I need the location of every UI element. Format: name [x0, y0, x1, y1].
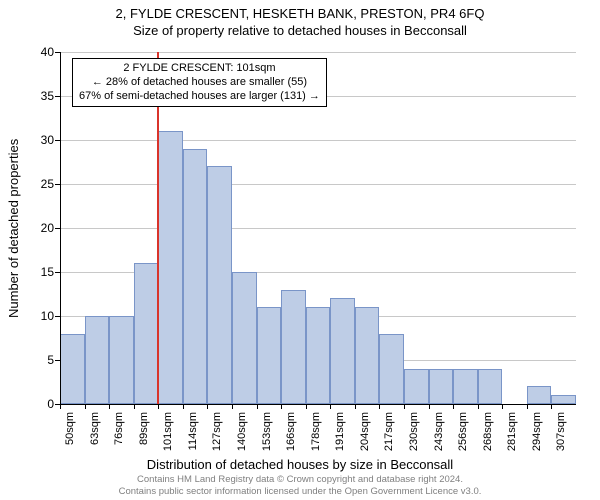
- histogram-bar: [109, 316, 134, 404]
- y-tick-mark: [55, 360, 60, 361]
- x-tick-label: 268sqm: [482, 412, 494, 472]
- x-tick-mark: [355, 404, 356, 409]
- grid-line: [60, 52, 576, 53]
- y-tick-mark: [55, 316, 60, 317]
- y-tick-mark: [55, 140, 60, 141]
- histogram-bar: [158, 131, 183, 404]
- x-tick-mark: [404, 404, 405, 409]
- address-title: 2, FYLDE CRESCENT, HESKETH BANK, PRESTON…: [0, 6, 600, 21]
- histogram-bar: [478, 369, 503, 404]
- title-block: 2, FYLDE CRESCENT, HESKETH BANK, PRESTON…: [0, 0, 600, 38]
- y-tick-label: 10: [14, 309, 54, 323]
- histogram-bar: [281, 290, 306, 404]
- y-tick-label: 40: [14, 45, 54, 59]
- x-tick-label: 178sqm: [310, 412, 322, 472]
- y-tick-mark: [55, 272, 60, 273]
- histogram-bar: [355, 307, 380, 404]
- x-tick-label: 50sqm: [64, 412, 76, 472]
- x-tick-mark: [183, 404, 184, 409]
- grid-line: [60, 184, 576, 185]
- x-tick-mark: [453, 404, 454, 409]
- x-tick-label: 307sqm: [555, 412, 567, 472]
- x-tick-mark: [85, 404, 86, 409]
- x-tick-mark: [109, 404, 110, 409]
- annotation-line: 67% of semi-detached houses are larger (…: [79, 90, 320, 104]
- annotation-line: ← 28% of detached houses are smaller (55…: [79, 76, 320, 90]
- x-axis-line: [60, 404, 576, 405]
- x-tick-label: 294sqm: [531, 412, 543, 472]
- chart-container: 2, FYLDE CRESCENT, HESKETH BANK, PRESTON…: [0, 0, 600, 500]
- histogram-bar: [330, 298, 355, 404]
- x-tick-mark: [306, 404, 307, 409]
- histogram-bar: [453, 369, 478, 404]
- histogram-bar: [257, 307, 282, 404]
- y-axis-line: [60, 52, 61, 404]
- x-tick-label: 281sqm: [506, 412, 518, 472]
- y-tick-mark: [55, 96, 60, 97]
- x-tick-mark: [207, 404, 208, 409]
- y-tick-mark: [55, 228, 60, 229]
- x-tick-mark: [134, 404, 135, 409]
- x-tick-mark: [330, 404, 331, 409]
- x-tick-label: 127sqm: [211, 412, 223, 472]
- x-tick-mark: [478, 404, 479, 409]
- x-tick-label: 217sqm: [383, 412, 395, 472]
- x-tick-label: 166sqm: [285, 412, 297, 472]
- y-tick-mark: [55, 184, 60, 185]
- y-tick-label: 30: [14, 133, 54, 147]
- histogram-bar: [527, 386, 552, 404]
- histogram-bar: [134, 263, 159, 404]
- footer: Contains HM Land Registry data © Crown c…: [0, 474, 600, 498]
- y-tick-label: 25: [14, 177, 54, 191]
- footer-line-1: Contains HM Land Registry data © Crown c…: [0, 474, 600, 486]
- x-tick-label: 114sqm: [187, 412, 199, 472]
- y-tick-label: 35: [14, 89, 54, 103]
- y-tick-label: 5: [14, 353, 54, 367]
- x-tick-label: 76sqm: [113, 412, 125, 472]
- histogram-bar: [232, 272, 257, 404]
- footer-line-2: Contains public sector information licen…: [0, 486, 600, 498]
- histogram-bar: [60, 334, 85, 404]
- x-tick-label: 101sqm: [162, 412, 174, 472]
- x-tick-label: 256sqm: [457, 412, 469, 472]
- x-tick-mark: [232, 404, 233, 409]
- y-tick-label: 0: [14, 397, 54, 411]
- x-tick-mark: [379, 404, 380, 409]
- y-tick-label: 20: [14, 221, 54, 235]
- histogram-bar: [183, 149, 208, 404]
- histogram-bar: [306, 307, 331, 404]
- histogram-bar: [85, 316, 110, 404]
- x-tick-label: 140sqm: [236, 412, 248, 472]
- x-tick-mark: [281, 404, 282, 409]
- x-tick-mark: [502, 404, 503, 409]
- x-tick-mark: [257, 404, 258, 409]
- x-tick-mark: [158, 404, 159, 409]
- x-tick-label: 191sqm: [334, 412, 346, 472]
- x-tick-label: 204sqm: [359, 412, 371, 472]
- x-tick-label: 63sqm: [89, 412, 101, 472]
- grid-line: [60, 228, 576, 229]
- x-tick-mark: [429, 404, 430, 409]
- histogram-bar: [379, 334, 404, 404]
- x-tick-label: 89sqm: [138, 412, 150, 472]
- x-tick-label: 243sqm: [433, 412, 445, 472]
- y-tick-label: 15: [14, 265, 54, 279]
- histogram-bar: [551, 395, 576, 404]
- y-tick-mark: [55, 52, 60, 53]
- histogram-bar: [429, 369, 454, 404]
- x-tick-label: 153sqm: [261, 412, 273, 472]
- x-tick-mark: [551, 404, 552, 409]
- histogram-bar: [207, 166, 232, 404]
- histogram-bar: [404, 369, 429, 404]
- subtitle: Size of property relative to detached ho…: [0, 23, 600, 38]
- x-tick-mark: [60, 404, 61, 409]
- grid-line: [60, 140, 576, 141]
- annotation-line: 2 FYLDE CRESCENT: 101sqm: [79, 62, 320, 76]
- annotation-box: 2 FYLDE CRESCENT: 101sqm← 28% of detache…: [72, 58, 327, 107]
- x-tick-label: 230sqm: [408, 412, 420, 472]
- x-tick-mark: [527, 404, 528, 409]
